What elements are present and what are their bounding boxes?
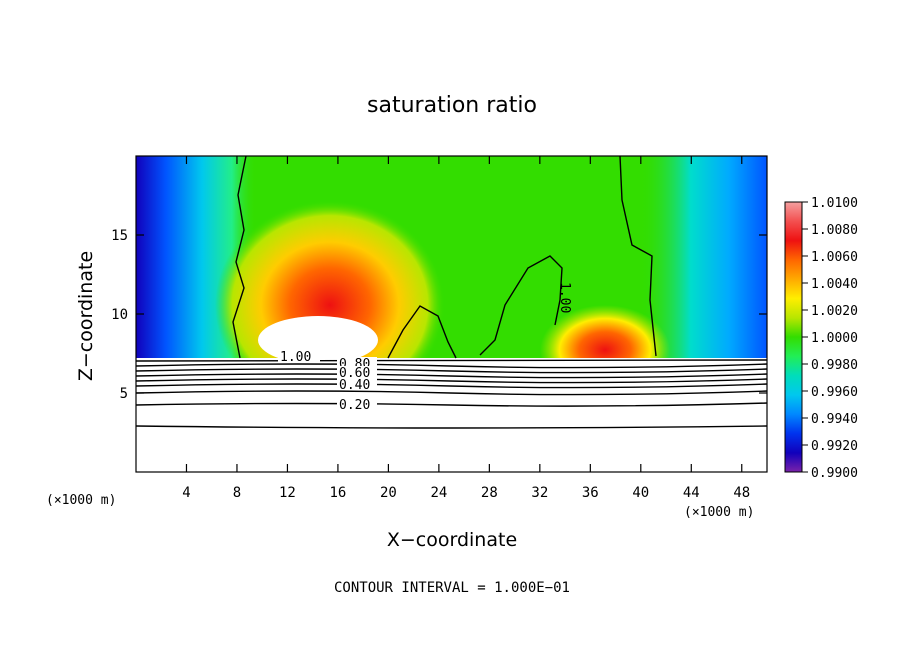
x-tick-label: 4	[182, 485, 190, 501]
x-tick-label: 12	[279, 485, 296, 501]
colorbar-tick-label: 0.9900	[811, 466, 858, 481]
y-tick-label: 5	[120, 386, 128, 402]
heatmap-region-below-field	[136, 358, 767, 472]
contour-line-1p00-central	[387, 305, 457, 359]
x-tick-label: 20	[380, 485, 397, 501]
x-axis-label: X−coordinate	[387, 529, 517, 551]
x-tick-label: 48	[733, 485, 750, 501]
contour-line-1p00-east	[619, 156, 657, 357]
colorbar-tick-label: 1.0020	[811, 304, 858, 319]
y-axis-ticks: 5 10 15	[111, 228, 767, 402]
contour-line-0p10	[136, 425, 767, 429]
colorbar: 1.0100 1.0080 1.0060 1.0040 1.0020 1.0000 0.99…	[784, 196, 858, 481]
x-tick-label: 16	[329, 485, 346, 501]
colorbar-tick-label: 0.9980	[811, 358, 858, 373]
colorbar-tick-label: 0.9940	[811, 412, 858, 427]
contour-line-0p40	[136, 383, 767, 389]
contour-label-0p40: 0.40	[339, 378, 370, 393]
colorbar-tick-label: 1.0100	[811, 196, 858, 211]
x-tick-label: 28	[481, 485, 498, 501]
colorbar-tick-label: 0.9960	[811, 385, 858, 400]
y-axis-label: Z−coordinate	[75, 251, 97, 381]
contour-lines	[136, 156, 767, 429]
contour-line-0p80	[136, 363, 767, 369]
contour-line-0p30	[136, 390, 767, 396]
contour-line-0p60	[136, 373, 767, 379]
chart-title: saturation ratio	[367, 93, 537, 118]
colorbar-ticks: 1.0100 1.0080 1.0060 1.0040 1.0020 1.0000 0.99…	[802, 196, 858, 481]
x-axis-ticks: 4 8 12 16 20 24 28 32 36 40 44 48	[182, 156, 750, 501]
x-tick-label: 24	[430, 485, 447, 501]
colorbar-tick-label: 1.0040	[811, 277, 858, 292]
x-tick-label: 8	[233, 485, 241, 501]
colorbar-tick-label: 1.0000	[811, 331, 858, 346]
contour-line-0p50	[136, 378, 767, 384]
colorbar-tick-label: 0.9920	[811, 439, 858, 454]
colorbar-ramp	[784, 201, 803, 473]
x-tick-label: 32	[531, 485, 548, 501]
contour-label-1p00-a: 1.00	[280, 350, 311, 365]
heatmap-field	[136, 156, 767, 472]
y-axis-unit: (×1000 m)	[684, 505, 754, 520]
contour-line-1p00-west	[232, 156, 247, 359]
colorbar-tick-label: 1.0080	[811, 223, 858, 238]
contour-line-0p20	[136, 402, 767, 407]
x-axis-unit: (×1000 m)	[46, 493, 116, 508]
x-tick-label: 40	[632, 485, 649, 501]
contour-line-0p70	[136, 368, 767, 374]
contour-label-0p20: 0.20	[339, 398, 370, 413]
x-tick-label: 36	[582, 485, 599, 501]
contour-label-1p00-b: 1.00	[557, 282, 572, 313]
contour-labels: 1.00 0.80 0.60 0.40 0.20 1.00	[278, 282, 572, 413]
contour-interval-note: CONTOUR INTERVAL = 1.000E−01	[334, 580, 570, 596]
contour-line-1p00-mid	[479, 255, 563, 356]
colorbar-tick-label: 1.0060	[811, 250, 858, 265]
x-tick-label: 44	[683, 485, 700, 501]
y-tick-label: 10	[111, 307, 128, 323]
y-tick-label: 15	[111, 228, 128, 244]
contour-line-surface	[136, 359, 767, 362]
